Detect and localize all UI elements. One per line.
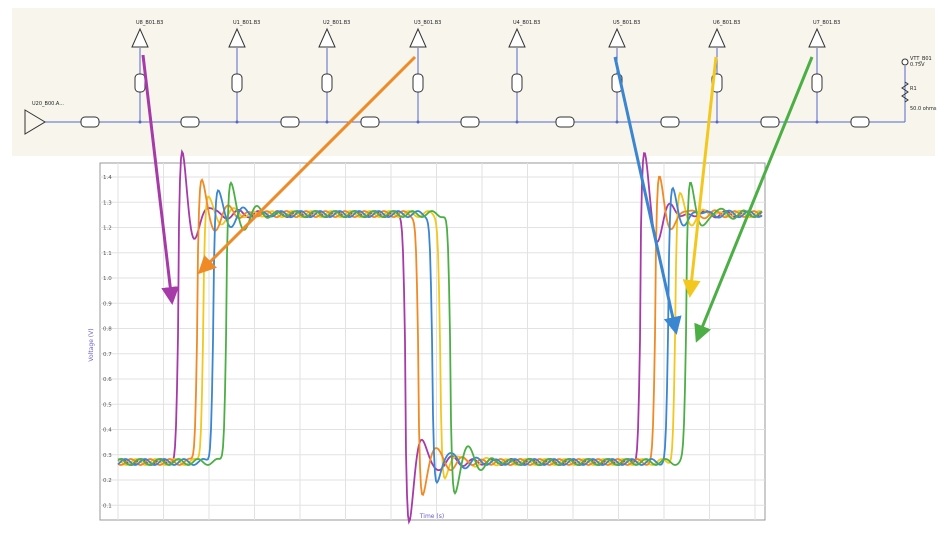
arrows — [141, 54, 814, 343]
y-tick-label: 1.3 — [103, 200, 112, 206]
node — [138, 120, 142, 124]
node — [715, 120, 719, 124]
y-tick-label: 0.5 — [103, 402, 112, 408]
schematic-panel — [12, 8, 935, 156]
tline — [134, 73, 146, 93]
y-tick-label: 1.2 — [103, 226, 112, 232]
tline — [360, 116, 380, 128]
tline — [80, 116, 100, 128]
receiver-label: U8_B01.B3 — [136, 20, 163, 26]
node — [235, 120, 239, 124]
receiver — [708, 27, 726, 48]
arrow — [694, 56, 814, 343]
resistor-label: R1 — [910, 86, 917, 92]
y-tick-label: 0.2 — [103, 478, 112, 484]
y-tick-label: 0.4 — [103, 428, 112, 434]
receiver-label: U7_B01.B3 — [813, 20, 840, 26]
receiver — [608, 27, 626, 48]
receiver-label: U6_B01.B3 — [713, 20, 740, 26]
arrow — [197, 55, 417, 275]
receiver — [318, 27, 336, 48]
node — [325, 120, 329, 124]
waveform — [117, 180, 763, 495]
y-tick-label: 1.0 — [103, 276, 112, 282]
resistor-value: 50.0 ohms — [910, 106, 937, 112]
x-axis-label: Time (s) — [419, 513, 444, 520]
receiver — [228, 27, 246, 48]
driver-label: U20_B00.A... — [32, 101, 64, 107]
y-tick-label: 0.1 — [103, 503, 112, 509]
y-tick-label: 1.4 — [103, 175, 112, 181]
receiver — [409, 27, 427, 48]
tline — [321, 73, 333, 93]
arrow — [141, 54, 180, 305]
receiver-label: U3_B01.B3 — [414, 20, 441, 26]
tline — [280, 116, 300, 128]
receiver — [131, 27, 149, 48]
schematic: U20_B00.A... U8_B01.B3 U1_B01.B3 U2_B01.B3 U… — [24, 20, 937, 135]
y-tick-label: 1.1 — [103, 251, 112, 257]
receiver — [808, 27, 826, 48]
driver — [24, 109, 46, 135]
y-tick-label: 0.6 — [103, 377, 112, 383]
node — [615, 120, 619, 124]
node — [815, 120, 819, 124]
y-axis-label: Voltage (V) — [88, 328, 95, 361]
node — [515, 120, 519, 124]
receiver-label: U4_B01.B3 — [513, 20, 540, 26]
tline — [811, 73, 823, 93]
tline — [412, 73, 424, 93]
node — [416, 120, 420, 124]
tline — [460, 116, 480, 128]
y-tick-label: 0.7 — [103, 352, 112, 358]
tline — [180, 116, 200, 128]
source-label: VTT_B01 — [910, 56, 932, 62]
receiver-label: U2_B01.B3 — [323, 20, 350, 26]
tline — [231, 73, 243, 93]
arrow — [682, 56, 718, 298]
resistor — [901, 81, 909, 103]
tline — [850, 116, 870, 128]
tline — [555, 116, 575, 128]
tline — [511, 73, 523, 93]
arrow — [613, 56, 682, 335]
receiver — [508, 27, 526, 48]
y-tick-label: 0.9 — [103, 301, 112, 307]
source-value: 0.75V — [910, 62, 925, 68]
receiver-label: U1_B01.B3 — [233, 20, 260, 26]
waveform — [117, 186, 763, 485]
y-tick-label: 0.3 — [103, 453, 112, 459]
y-tick-label: 0.8 — [103, 327, 112, 333]
tline — [760, 116, 780, 128]
tline — [660, 116, 680, 128]
vsource — [901, 58, 909, 66]
receiver-label: U5_B01.B3 — [613, 20, 640, 26]
waveform — [117, 175, 763, 497]
